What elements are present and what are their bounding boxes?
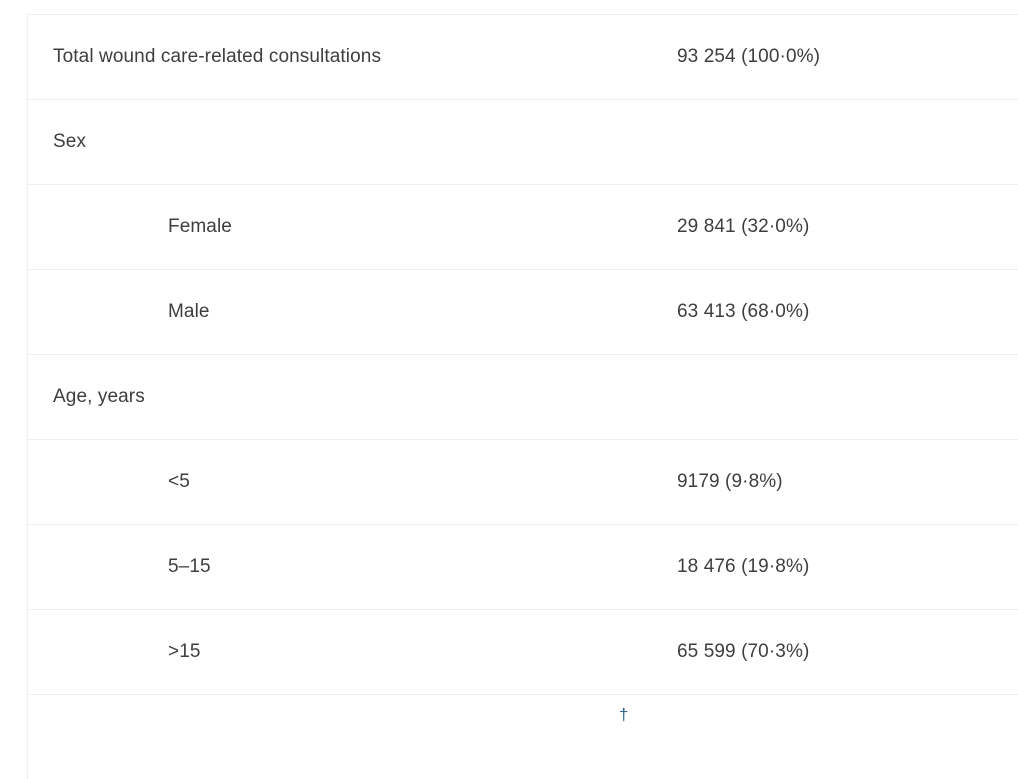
row-value: 65 599 (70·3%) [677, 641, 810, 662]
table-row: Total wound care-related consultations 9… [28, 15, 1018, 100]
row-value: 93 254 (100·0%) [677, 46, 821, 67]
row-value: 9179 (9·8%) [677, 471, 783, 492]
row-label: Female [168, 216, 232, 237]
row-value: 63 413 (68·0%) [677, 301, 810, 322]
row-label: <5 [168, 471, 190, 492]
row-label: Age, years [53, 386, 145, 407]
row-value: 18 476 (19·8%) [677, 556, 810, 577]
table-row-section: Age, years [28, 355, 1018, 440]
footnote-dagger-link[interactable]: † [619, 705, 629, 724]
row-value: 29 841 (32·0%) [677, 216, 810, 237]
demographics-table: Total wound care-related consultations 9… [27, 14, 1018, 779]
table-row-section: Sex [28, 100, 1018, 185]
row-label: Total wound care-related consultations [53, 46, 382, 67]
table-row: Male 63 413 (68·0%) [28, 270, 1018, 355]
row-label: >15 [168, 641, 201, 662]
table-row: Female 29 841 (32·0%) [28, 185, 1018, 270]
table-row-partial: † [28, 695, 1018, 779]
table-row: 5–15 18 476 (19·8%) [28, 525, 1018, 610]
row-label: Male [168, 301, 210, 322]
table-row: >15 65 599 (70·3%) [28, 610, 1018, 695]
row-label: 5–15 [168, 556, 211, 577]
row-label: Sex [53, 131, 87, 152]
table-row: <5 9179 (9·8%) [28, 440, 1018, 525]
